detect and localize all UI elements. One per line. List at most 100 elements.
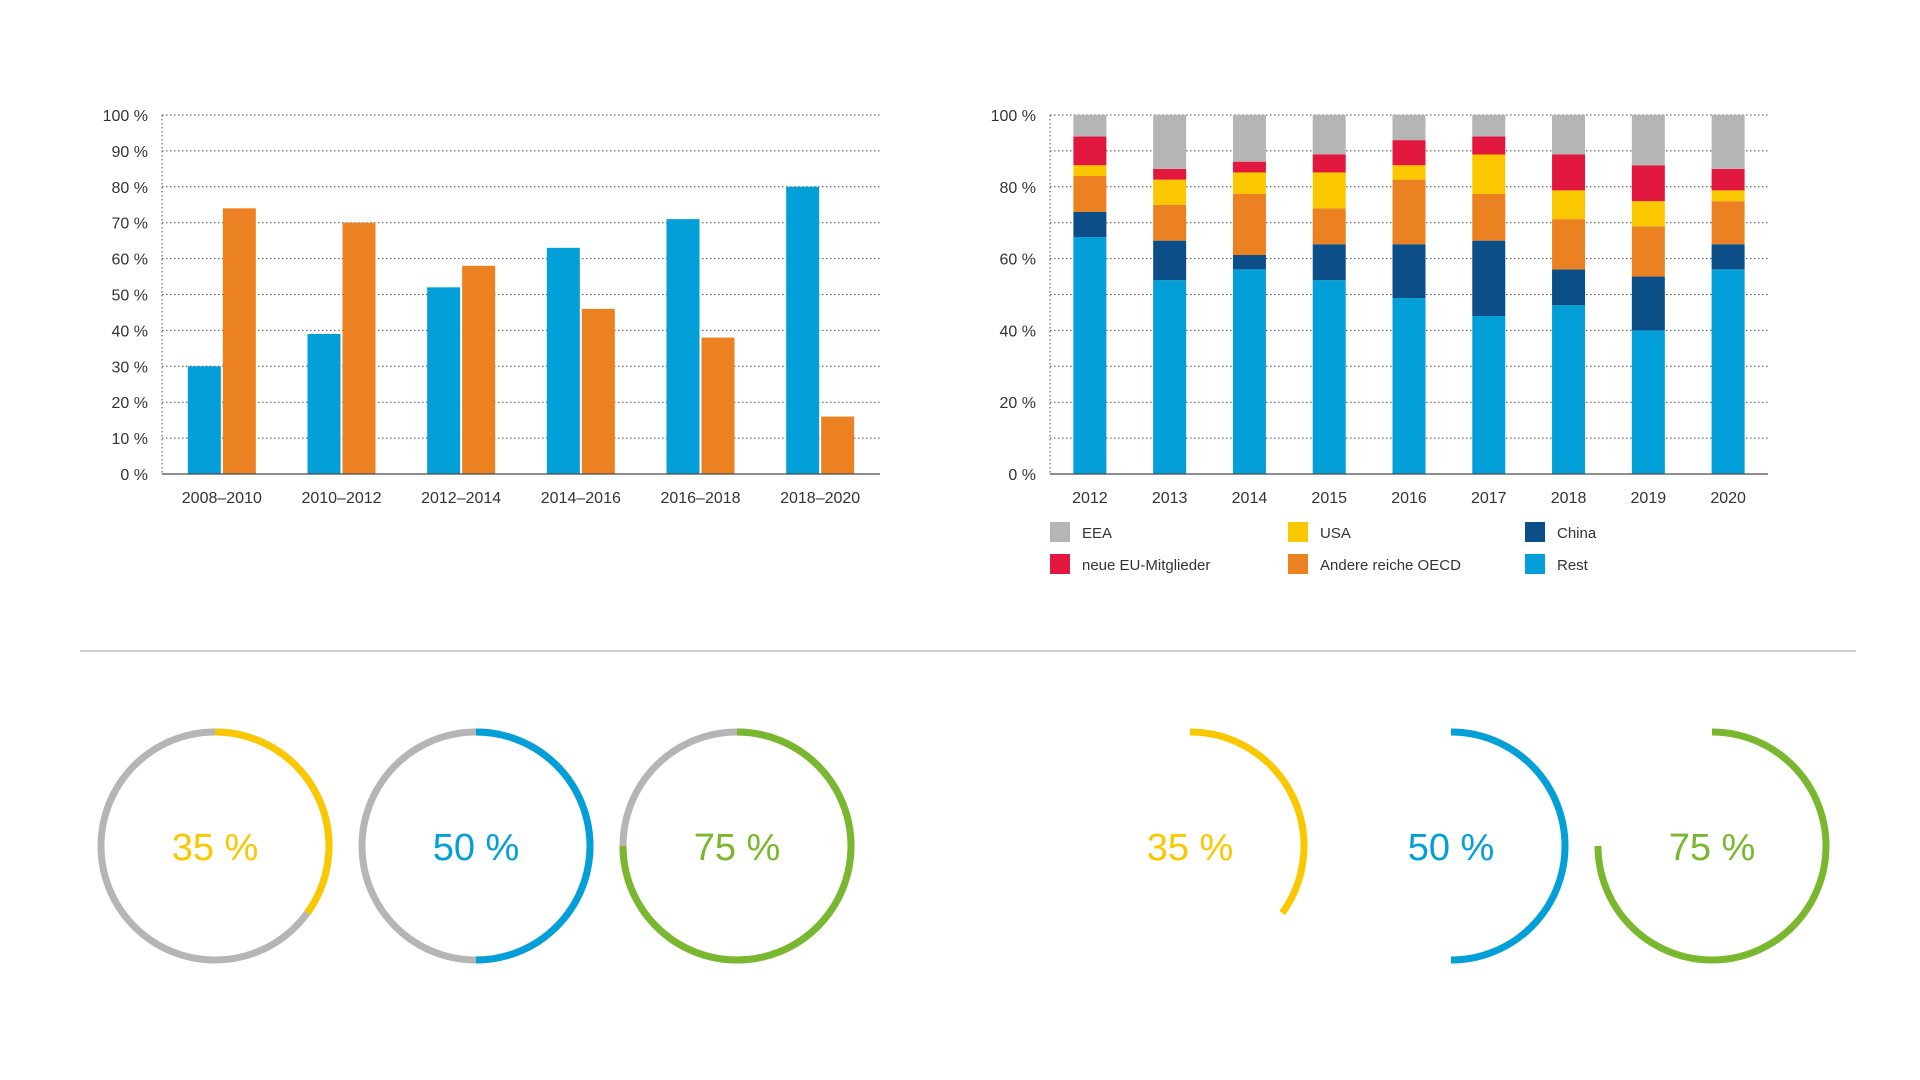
segment-eea-2016 (1392, 115, 1426, 141)
segment-neue-eu-mitglieder-2017 (1472, 136, 1506, 155)
y-tick-label: 40 % (112, 323, 148, 340)
bar-blue-0 (187, 366, 221, 474)
bar-orange-5 (821, 416, 855, 474)
grouped-bar-chart: 0 % 10 % 20 % 30 % 40 % 50 % 60 % 70 % 80 % 90 % 1… (103, 108, 880, 507)
gauge-label: 35 % (1147, 827, 1234, 869)
x-tick-label: 2012–2014 (421, 490, 501, 507)
ring-gauges-with-track: 35 % 50 % 75 % (97, 728, 855, 964)
segment-china-2018 (1552, 269, 1586, 306)
segment-neue-eu-mitglieder-2016 (1392, 140, 1426, 166)
segment-andere-reiche-oecd-2018 (1552, 219, 1586, 270)
segment-andere-reiche-oecd-2016 (1392, 179, 1426, 245)
segment-neue-eu-mitglieder-2012 (1073, 136, 1107, 166)
y-tick-label: 70 % (112, 216, 148, 233)
segment-eea-2015 (1312, 115, 1346, 155)
x-tick-label: 2013 (1152, 490, 1188, 507)
segment-usa-2012 (1073, 165, 1107, 177)
segment-andere-reiche-oecd-2014 (1232, 193, 1266, 256)
legend-label: EEA (1082, 525, 1112, 542)
y-tick-label: 60 % (112, 252, 148, 269)
bar-blue-3 (546, 247, 580, 474)
segment-rest-2018 (1552, 305, 1586, 474)
segment-china-2012 (1073, 211, 1107, 238)
legend-swatch-yellow (1288, 522, 1308, 542)
segment-eea-2013 (1153, 115, 1187, 169)
x-tick-label: 2015 (1311, 490, 1347, 507)
segment-eea-2017 (1472, 115, 1506, 137)
x-tick-label: 2017 (1471, 490, 1507, 507)
segment-eea-2012 (1073, 115, 1107, 137)
segment-usa-2013 (1153, 179, 1187, 205)
y-tick-label: 100 % (103, 108, 148, 125)
gauge-label: 35 % (172, 827, 259, 869)
legend-swatch-red (1050, 554, 1070, 574)
segment-usa-2017 (1472, 154, 1506, 194)
segment-andere-reiche-oecd-2013 (1153, 204, 1187, 241)
gauge-label: 75 % (694, 827, 781, 869)
bar-blue-2 (427, 287, 461, 474)
x-tick-label: 2018 (1551, 490, 1587, 507)
y-tick-label: 80 % (1000, 180, 1036, 197)
gauge-label: 50 % (1408, 827, 1495, 869)
segment-neue-eu-mitglieder-2014 (1232, 161, 1266, 173)
segment-eea-2014 (1232, 115, 1266, 162)
segment-neue-eu-mitglieder-2018 (1552, 154, 1586, 191)
segment-andere-reiche-oecd-2012 (1073, 176, 1107, 212)
bar-blue-5 (786, 186, 820, 475)
gauge-arc-green (1594, 728, 1830, 964)
segment-andere-reiche-oecd-2017 (1472, 193, 1506, 241)
segment-rest-2016 (1392, 298, 1426, 474)
segment-china-2017 (1472, 240, 1506, 317)
segment-china-2015 (1312, 244, 1346, 281)
legend-label: neue EU-Mitglieder (1082, 557, 1210, 574)
x-tick-label: 2008–2010 (182, 490, 262, 507)
segment-china-2014 (1232, 255, 1266, 270)
gauge-label: 75 % (1669, 827, 1756, 869)
y-tick-label: 100 % (991, 108, 1036, 125)
x-tick-label: 2016–2018 (660, 490, 740, 507)
x-tick-label: 2014–2016 (541, 490, 621, 507)
bar-orange-4 (701, 337, 735, 474)
segment-neue-eu-mitglieder-2019 (1631, 165, 1665, 202)
segment-usa-2014 (1232, 172, 1266, 194)
y-tick-label: 30 % (112, 359, 148, 376)
bar-orange-3 (581, 308, 615, 474)
stacked-bar-chart: 0 % 20 % 40 % 60 % 80 % 100 % 2012 2013 2014 2015… (991, 108, 1768, 507)
segment-andere-reiche-oecd-2015 (1312, 208, 1346, 245)
segment-eea-2020 (1711, 115, 1745, 169)
segment-andere-reiche-oecd-2020 (1711, 201, 1745, 245)
segment-usa-2016 (1392, 165, 1426, 180)
segment-usa-2018 (1552, 190, 1586, 220)
segment-china-2020 (1711, 244, 1745, 270)
legend-swatch-gray (1050, 522, 1070, 542)
segment-andere-reiche-oecd-2019 (1631, 226, 1665, 277)
bar-orange-1 (342, 222, 376, 474)
segment-rest-2013 (1153, 280, 1187, 474)
segment-rest-2019 (1631, 330, 1665, 474)
legend-label: Andere reiche OECD (1320, 557, 1461, 574)
segment-rest-2015 (1312, 280, 1346, 474)
segment-neue-eu-mitglieder-2013 (1153, 168, 1187, 180)
x-tick-label: 2012 (1072, 490, 1108, 507)
x-tick-label: 2010–2012 (301, 490, 381, 507)
gauge-label: 50 % (433, 827, 520, 869)
legend-swatch-blue (1525, 554, 1545, 574)
legend-label: USA (1320, 525, 1351, 542)
y-tick-label: 10 % (112, 431, 148, 448)
segment-usa-2020 (1711, 190, 1745, 202)
y-tick-label: 0 % (1008, 467, 1036, 484)
gauge-arc-yellow (214, 728, 333, 916)
gauge-arc-yellow (1189, 728, 1308, 916)
y-tick-label: 80 % (112, 180, 148, 197)
segment-rest-2014 (1232, 269, 1266, 474)
x-tick-label: 2016 (1391, 490, 1427, 507)
segment-rest-2012 (1073, 237, 1107, 474)
y-tick-label: 40 % (1000, 323, 1036, 340)
legend-label: Rest (1557, 557, 1589, 574)
segment-eea-2018 (1552, 115, 1586, 155)
segment-china-2016 (1392, 244, 1426, 299)
arc-gauges: 35 % 50 % 75 % (1147, 728, 1830, 964)
segment-eea-2019 (1631, 115, 1665, 166)
x-tick-label: 2014 (1232, 490, 1268, 507)
